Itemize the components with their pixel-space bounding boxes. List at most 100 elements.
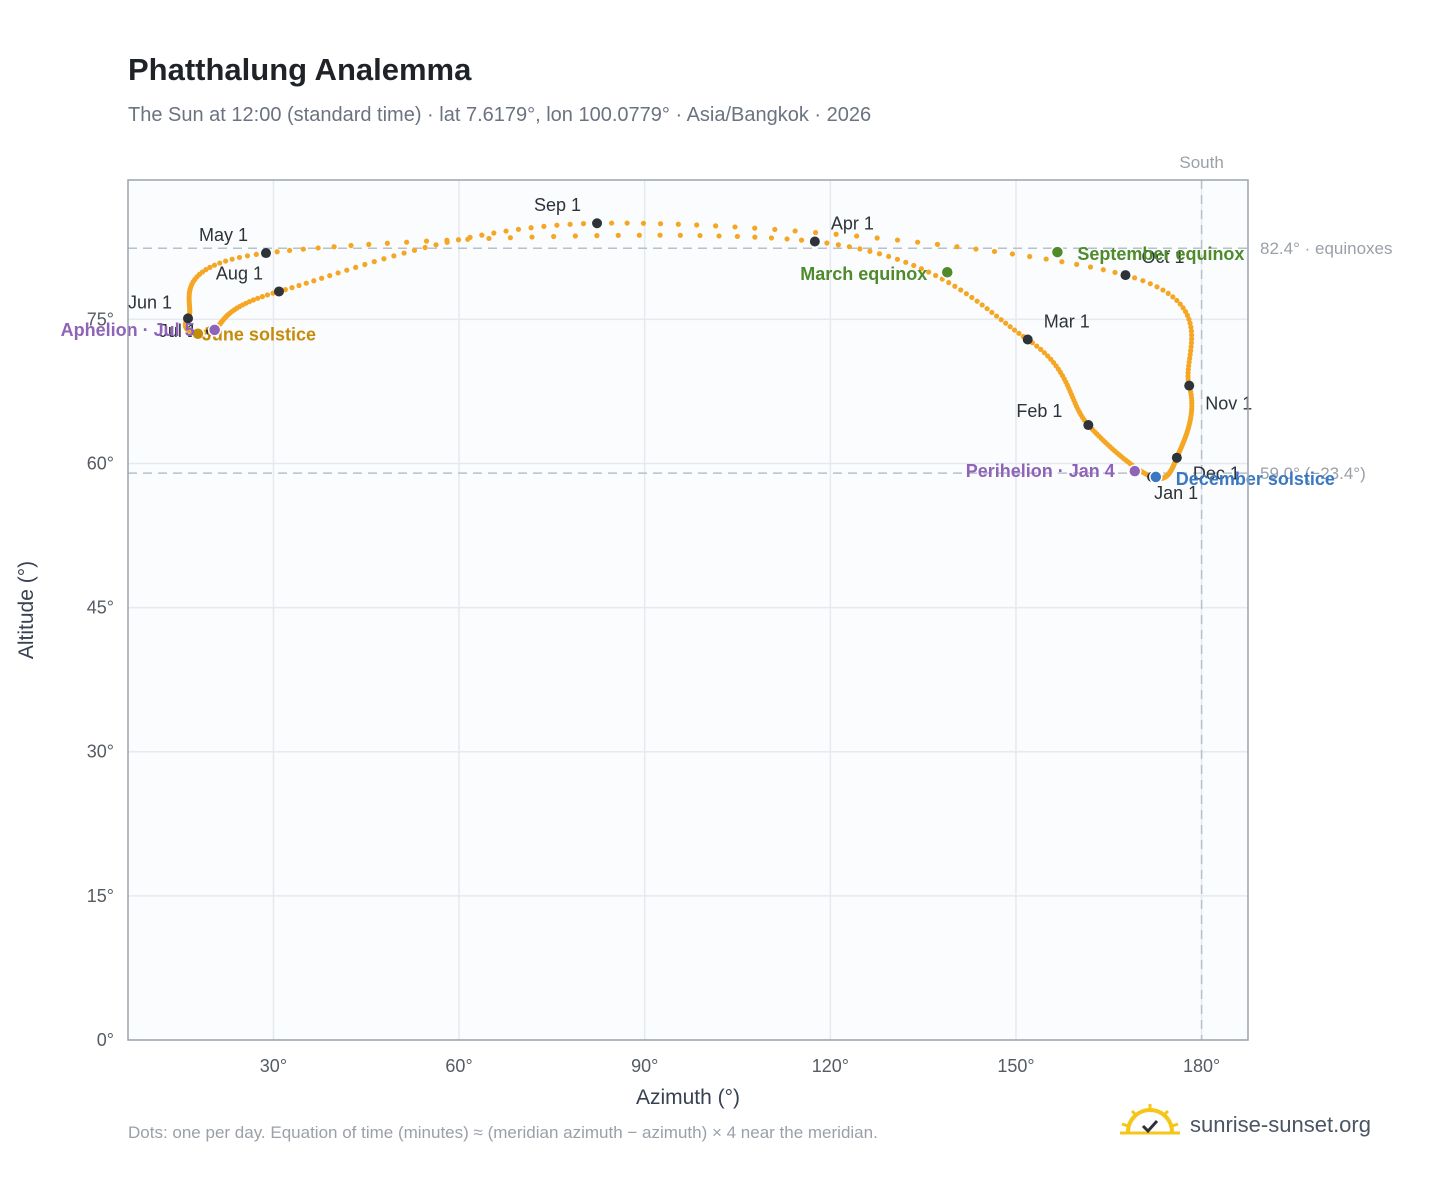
daily-dot <box>1170 294 1176 300</box>
daily-dot <box>229 256 235 262</box>
daily-dot <box>433 242 439 248</box>
event-label: March equinox <box>800 264 927 284</box>
daily-dot <box>362 261 368 268</box>
ref-line-label: 82.4° · equinoxes <box>1260 239 1393 258</box>
daily-dot <box>1087 264 1094 270</box>
daily-dot <box>244 253 251 259</box>
daily-dot <box>867 248 873 254</box>
footnote: Dots: one per day. Equation of time (min… <box>128 1123 878 1142</box>
daily-dot <box>752 234 758 240</box>
y-tick-label: 30° <box>87 742 114 762</box>
daily-dot <box>401 250 407 256</box>
month-label: May 1 <box>199 225 248 245</box>
daily-dot <box>444 239 450 245</box>
x-tick-label: 150° <box>997 1056 1034 1076</box>
x-tick-label: 30° <box>260 1056 287 1076</box>
daily-dot <box>1045 353 1051 359</box>
y-tick-label: 60° <box>87 453 114 473</box>
daily-dot <box>255 295 261 301</box>
month-label: Jun 1 <box>128 292 172 312</box>
daily-dot <box>1043 256 1049 262</box>
daily-dot <box>1188 336 1195 342</box>
daily-dot <box>903 259 909 265</box>
daily-dot <box>926 269 932 275</box>
daily-dot <box>657 221 664 227</box>
month-label: Sep 1 <box>534 195 581 215</box>
daily-dot <box>287 247 293 254</box>
daily-dot <box>319 275 325 281</box>
daily-dot <box>874 235 880 241</box>
daily-dot <box>567 221 573 227</box>
daily-dot <box>675 221 681 227</box>
daily-dot <box>624 220 630 226</box>
daily-dot <box>1038 346 1044 352</box>
reference-lines: South 82.4° · equinoxes 59.0° (−23.4°) <box>128 153 1393 1040</box>
daily-dot <box>331 244 337 250</box>
daily-dot <box>798 237 805 243</box>
month-marker <box>260 248 271 259</box>
month-marker <box>1184 380 1195 391</box>
event-markers: March equinox June solstice September equi… <box>61 244 1335 489</box>
month-label: Dec 1 <box>1193 464 1240 484</box>
daily-dot <box>311 278 317 284</box>
daily-dot <box>264 292 271 298</box>
daily-dot <box>491 230 497 236</box>
y-tick-label: 75° <box>87 309 114 329</box>
daily-dot <box>824 240 830 246</box>
south-label: South <box>1179 153 1223 172</box>
daily-dot <box>1186 316 1192 322</box>
daily-dot <box>384 240 390 246</box>
daily-dot <box>486 235 492 242</box>
daily-dot <box>1009 251 1015 257</box>
daily-dot <box>1100 267 1106 273</box>
month-label: Aug 1 <box>216 263 263 283</box>
daily-dot <box>894 237 901 243</box>
daily-dot <box>1188 324 1194 330</box>
month-marker <box>1171 452 1182 463</box>
brand-logo[interactable]: sunrise-sunset.org <box>1118 1102 1398 1146</box>
daily-dot <box>991 248 998 255</box>
month-marker <box>1120 270 1131 281</box>
daily-dot <box>1041 350 1047 356</box>
daily-dot <box>1187 352 1193 358</box>
daily-dot <box>246 299 252 305</box>
x-tick-label: 90° <box>631 1056 658 1076</box>
month-label: Mar 1 <box>1044 312 1090 332</box>
daily-dot <box>217 260 223 266</box>
daily-dot <box>1034 343 1040 349</box>
daily-dot <box>998 317 1004 323</box>
x-tick-label: 120° <box>812 1056 849 1076</box>
daily-dot <box>969 294 975 301</box>
daily-dot <box>1147 281 1153 287</box>
daily-dot <box>303 280 309 286</box>
x-axis-label: Azimuth (°) <box>636 1086 740 1109</box>
daily-dot <box>353 264 359 270</box>
daily-dot <box>594 233 600 239</box>
daily-dot <box>989 309 995 315</box>
daily-dot <box>812 229 819 236</box>
daily-dot <box>1188 340 1195 346</box>
daily-dot <box>1131 275 1138 281</box>
month-label: Oct 1 <box>1141 247 1184 267</box>
month-marker <box>1083 420 1094 431</box>
daily-dot <box>886 253 892 260</box>
daily-dot <box>1188 344 1194 350</box>
daily-dot <box>551 233 557 240</box>
daily-dot <box>1003 320 1009 326</box>
x-tick-label: 180° <box>1183 1056 1220 1076</box>
event-marker <box>191 326 205 341</box>
daily-dot <box>259 294 265 300</box>
daily-dot <box>335 270 341 276</box>
daily-dot <box>934 241 941 247</box>
daily-dot <box>296 282 302 289</box>
daily-dot <box>528 225 534 231</box>
chart-subtitle: The Sun at 12:00 (standard time) · lat 7… <box>128 104 872 126</box>
daily-dot <box>657 232 663 238</box>
x-tick-label: 60° <box>445 1056 472 1076</box>
daily-dot <box>716 233 722 239</box>
event-marker <box>940 265 955 279</box>
daily-dot <box>915 239 921 245</box>
chart-title: Phatthalung Analemma <box>128 52 472 87</box>
daily-dot <box>993 313 1000 319</box>
